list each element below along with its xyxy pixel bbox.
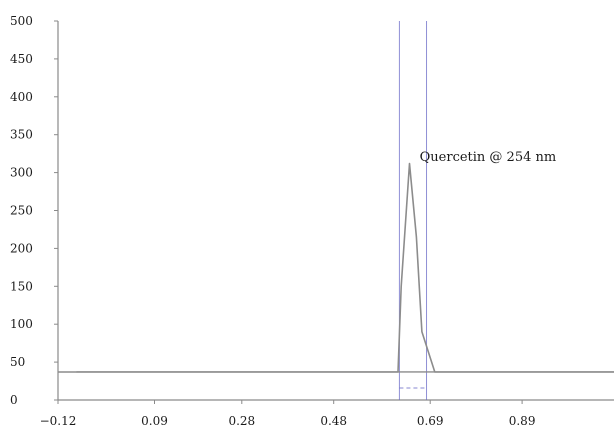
- x-tick-label: −0.12: [40, 414, 77, 428]
- y-tick-label: 400: [10, 90, 33, 104]
- y-tick-label: 150: [10, 279, 33, 293]
- x-tick-label: 0.48: [320, 414, 347, 428]
- y-tick-label: 450: [10, 52, 33, 66]
- y-tick-label: 300: [10, 166, 33, 180]
- axes: [57, 21, 614, 401]
- series-group: [58, 162, 614, 373]
- y-tick-label: 500: [10, 14, 33, 28]
- x-tick-label: 0.89: [509, 414, 536, 428]
- y-tick-label: 200: [10, 241, 33, 255]
- annotations: Quercetin @ 254 nm: [420, 150, 557, 165]
- x-tick-label: 0.69: [417, 414, 444, 428]
- x-tick-label: 0.28: [228, 414, 255, 428]
- peak-integration-window: [398, 21, 428, 400]
- x-axis-ticks: −0.12 0.09 0.28 0.48 0.69 0.89: [40, 400, 536, 428]
- y-tick-label: 50: [10, 355, 25, 369]
- x-tick-label: 0.09: [141, 414, 168, 428]
- y-axis-ticks: 0 50 100 150 200 250 300 350 400 450 500: [10, 14, 58, 407]
- y-tick-label: 350: [10, 128, 33, 142]
- chromatogram-trace: [58, 162, 614, 373]
- y-tick-label: 100: [10, 317, 33, 331]
- y-tick-label: 0: [10, 393, 18, 407]
- peak-label: Quercetin @ 254 nm: [420, 150, 557, 165]
- y-tick-label: 250: [10, 204, 33, 218]
